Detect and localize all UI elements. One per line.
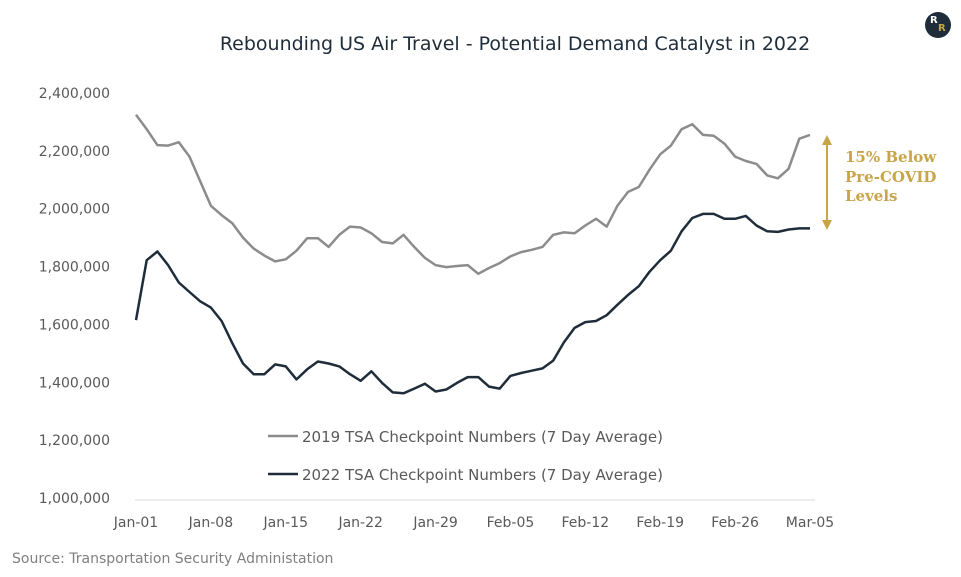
annotation-line-2: Pre-COVID	[845, 168, 936, 186]
x-tick-label: Jan-08	[188, 515, 233, 531]
x-tick-label: Mar-05	[786, 515, 834, 531]
y-tick-label: 2,000,000	[39, 202, 110, 218]
gap-arrow-head-up	[822, 135, 832, 145]
x-tick-label: Feb-26	[711, 515, 759, 531]
legend-label-2019: 2019 TSA Checkpoint Numbers (7 Day Avera…	[302, 428, 663, 446]
annotation-line-1: 15% Below	[845, 148, 937, 166]
source-note: Source: Transportation Security Administ…	[12, 551, 333, 567]
gap-annotation: 15% Below Pre-COVID Levels	[822, 135, 937, 230]
x-tick-label: Feb-05	[487, 515, 535, 531]
logo-letter-2: R	[938, 23, 946, 34]
legend-label-2022: 2022 TSA Checkpoint Numbers (7 Day Avera…	[302, 466, 663, 484]
logo-letter-1: R	[930, 15, 938, 26]
x-tick-label: Jan-22	[337, 515, 382, 531]
series-lines	[134, 113, 811, 395]
series-line-2022	[134, 212, 810, 395]
brand-logo: R R	[925, 12, 951, 38]
legend: 2019 TSA Checkpoint Numbers (7 Day Avera…	[268, 428, 663, 484]
y-tick-label: 1,000,000	[39, 491, 110, 507]
y-axis-tick-labels: 1,000,000 1,200,000 1,400,000 1,600,000 1,80…	[39, 86, 110, 507]
x-tick-label: Jan-01	[113, 515, 158, 531]
series-line-2019	[134, 113, 811, 276]
y-tick-label: 1,400,000	[39, 375, 110, 391]
y-tick-label: 1,800,000	[39, 260, 110, 276]
y-tick-label: 1,200,000	[39, 433, 110, 449]
x-tick-label: Feb-19	[636, 515, 684, 531]
x-tick-label: Feb-12	[562, 515, 610, 531]
x-tick-label: Jan-15	[263, 515, 308, 531]
gap-arrow-head-down	[822, 220, 832, 230]
y-tick-label: 2,200,000	[39, 144, 110, 160]
annotation-line-3: Levels	[845, 187, 898, 205]
x-tick-label: Jan-29	[412, 515, 457, 531]
chart-title: Rebounding US Air Travel - Potential Dem…	[220, 33, 810, 55]
y-tick-label: 1,600,000	[39, 317, 110, 333]
y-tick-label: 2,400,000	[39, 86, 110, 102]
x-axis-tick-labels: Jan-01 Jan-08 Jan-15 Jan-22 Jan-29 Feb-05 Feb-…	[113, 515, 834, 531]
